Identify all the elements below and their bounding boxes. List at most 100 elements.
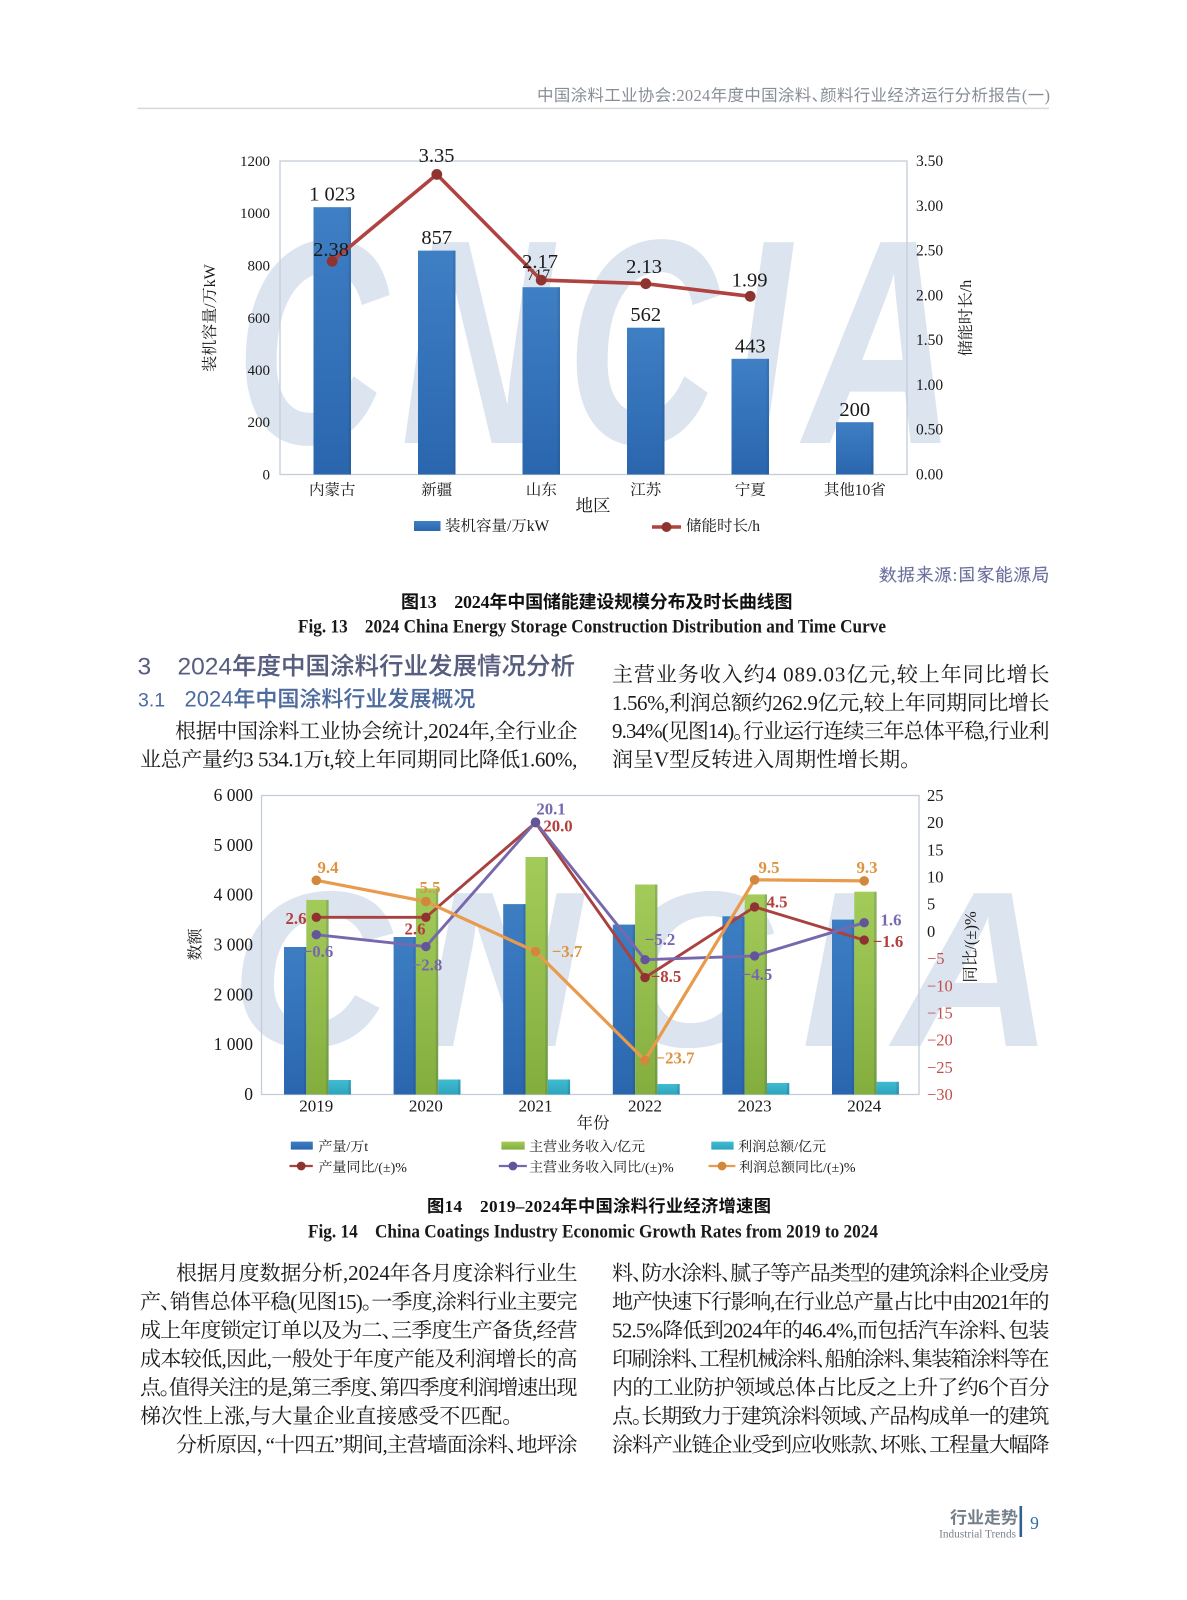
svg-text:0: 0	[263, 468, 271, 484]
svg-text:/: /	[613, 1140, 617, 1155]
svg-text:1200: 1200	[240, 154, 270, 170]
svg-text:,: ,	[267, 1347, 272, 1371]
svg-text:262.9: 262.9	[772, 691, 817, 715]
svg-text:−1.6: −1.6	[873, 932, 904, 951]
svg-text:,2024: ,2024	[343, 1261, 390, 1285]
svg-text:−8.5: −8.5	[651, 967, 682, 986]
svg-text:2024: 2024	[723, 1318, 763, 1342]
svg-text:9.3: 9.3	[857, 858, 878, 877]
svg-text:3.00: 3.00	[916, 198, 943, 215]
svg-text:2022: 2022	[628, 1097, 662, 1116]
svg-text:2.17: 2.17	[522, 251, 558, 273]
svg-text:,: ,	[490, 719, 495, 743]
svg-text:13: 13	[419, 592, 437, 612]
svg-text:200: 200	[248, 415, 271, 431]
svg-text:2019–2024: 2019–2024	[480, 1197, 561, 1216]
svg-text:,: ,	[432, 1290, 437, 1314]
svg-text:”: ”	[334, 1433, 343, 1457]
svg-text:9.34%(: 9.34%(	[612, 719, 669, 743]
svg-text:/(±)%: /(±)%	[374, 1161, 407, 1176]
svg-text:443: 443	[735, 335, 766, 357]
svg-text:562: 562	[630, 304, 661, 326]
svg-text:−4.5: −4.5	[742, 965, 773, 984]
svg-text:20: 20	[927, 813, 944, 832]
svg-text:4.5: 4.5	[767, 893, 788, 912]
svg-text:3.35: 3.35	[419, 145, 455, 167]
svg-text:0.50: 0.50	[916, 422, 943, 439]
svg-text:2024: 2024	[847, 1097, 882, 1116]
svg-text:9: 9	[1030, 1513, 1039, 1533]
svg-text:Fig. 14 China Coatings Indu: Fig. 14 China Coatings Industry Economic…	[308, 1222, 878, 1243]
svg-text:/: /	[202, 303, 219, 308]
svg-text:2023: 2023	[738, 1097, 772, 1116]
svg-text:200: 200	[839, 399, 870, 421]
svg-text:6: 6	[978, 1376, 989, 1400]
svg-text:600: 600	[248, 311, 271, 327]
svg-text::2024: :2024	[672, 86, 711, 105]
svg-text:1 023: 1 023	[309, 184, 355, 206]
svg-text:2024: 2024	[185, 687, 234, 712]
svg-text:−0.6: −0.6	[303, 942, 334, 961]
svg-text:9.5: 9.5	[759, 858, 780, 877]
svg-text:−15: −15	[927, 1004, 953, 1023]
svg-text:(: (	[290, 1290, 297, 1314]
svg-text:“: “	[266, 1433, 275, 1457]
svg-text:−30: −30	[927, 1085, 953, 1104]
svg-text:25: 25	[927, 786, 944, 805]
svg-text:2021: 2021	[519, 1097, 553, 1116]
svg-text:20.1: 20.1	[536, 800, 565, 819]
svg-text:kW: kW	[527, 518, 550, 535]
svg-text:3 534.1: 3 534.1	[243, 748, 303, 772]
svg-text:1.50: 1.50	[916, 332, 943, 349]
svg-text:/: /	[346, 1140, 350, 1155]
svg-text:46.4%,: 46.4%,	[802, 1318, 857, 1342]
svg-text:−20: −20	[927, 1031, 953, 1050]
svg-text:5 000: 5 000	[214, 835, 254, 855]
svg-text:V: V	[654, 748, 669, 772]
svg-text:1.56%,: 1.56%,	[612, 691, 669, 715]
svg-text:−25: −25	[927, 1058, 953, 1077]
svg-text:,: ,	[532, 1318, 537, 1342]
svg-text:20.0: 20.0	[543, 817, 572, 836]
svg-text:Industrial Trends: Industrial Trends	[939, 1529, 1016, 1541]
svg-text:,: ,	[383, 1433, 388, 1457]
svg-text:5: 5	[927, 895, 935, 914]
svg-text:2.00: 2.00	[916, 287, 943, 304]
svg-text:857: 857	[421, 227, 452, 249]
svg-text:3 000: 3 000	[214, 935, 254, 955]
svg-text:4 089.03: 4 089.03	[766, 663, 847, 687]
svg-text:1.99: 1.99	[732, 270, 768, 292]
svg-text:1000: 1000	[240, 206, 270, 222]
svg-text:14: 14	[445, 1197, 463, 1216]
svg-text:1.60%,: 1.60%,	[520, 748, 577, 772]
svg-text:−5.2: −5.2	[645, 930, 676, 949]
svg-text:/(±)%: /(±)%	[641, 1161, 674, 1176]
svg-text:/h: /h	[748, 518, 760, 535]
svg-text:1 000: 1 000	[214, 1034, 254, 1054]
svg-text:1.00: 1.00	[916, 377, 943, 394]
svg-text:kW: kW	[202, 263, 219, 287]
svg-text:−2.8: −2.8	[412, 956, 443, 975]
svg-text:,: ,	[287, 1376, 292, 1400]
svg-text:2024: 2024	[454, 592, 489, 612]
svg-text:15): 15)	[337, 1290, 363, 1314]
svg-text:2.38: 2.38	[313, 239, 349, 261]
svg-text:/: /	[507, 518, 512, 535]
svg-text:t: t	[364, 1140, 368, 1155]
svg-text:800: 800	[248, 259, 271, 275]
svg-text:15: 15	[927, 840, 944, 859]
svg-text:/(±)%: /(±)%	[961, 911, 980, 950]
svg-text:2.6: 2.6	[286, 909, 307, 928]
svg-text:t,: t,	[324, 748, 334, 772]
svg-text:2.6: 2.6	[405, 920, 426, 939]
svg-text:2021: 2021	[972, 1290, 1010, 1314]
svg-text:400: 400	[248, 363, 271, 379]
svg-text:4 000: 4 000	[214, 885, 254, 905]
svg-text:14): 14)	[708, 719, 734, 743]
svg-text::: :	[952, 566, 957, 586]
svg-text:6 000: 6 000	[214, 785, 254, 805]
svg-text:(: (	[1022, 86, 1028, 105]
svg-text:−23.7: −23.7	[656, 1049, 695, 1068]
svg-text:10: 10	[855, 482, 871, 499]
svg-text:3: 3	[138, 654, 152, 681]
